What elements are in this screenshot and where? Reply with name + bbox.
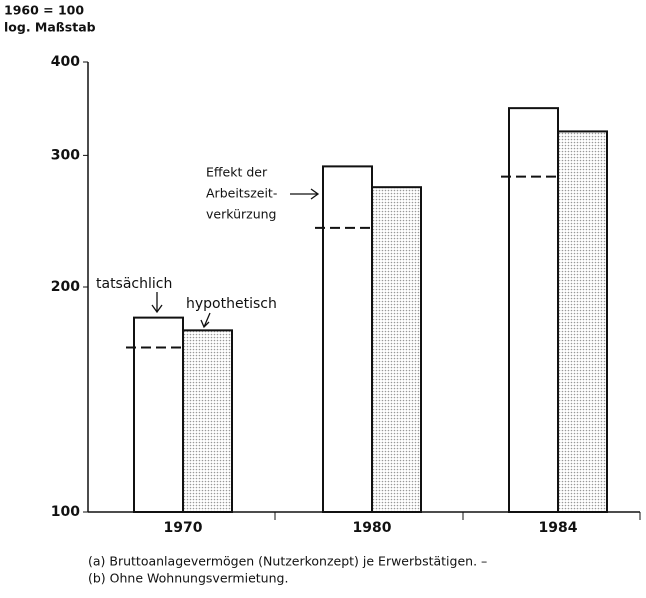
arrow <box>290 188 320 200</box>
y-tick-label: 400 <box>51 54 80 70</box>
y-scale-note: log. Maßstab <box>4 20 96 35</box>
y-unit: 1960 = 100 <box>4 3 84 18</box>
effect-label: Arbeitszeit- <box>206 186 277 201</box>
bar <box>322 165 373 513</box>
x-tick-label: 1980 <box>353 520 392 536</box>
y-tick-label: 200 <box>51 279 80 295</box>
footnote: (b) Ohne Wohnungsvermietung. <box>88 571 288 586</box>
bar <box>557 130 608 513</box>
bar <box>182 329 233 514</box>
arrow <box>200 312 211 329</box>
footnote: (a) Bruttoanlagevermögen (Nutzerkonzept)… <box>88 554 487 569</box>
series-label: tatsächlich <box>96 276 172 292</box>
effect-label: Effekt der <box>206 165 268 180</box>
bar <box>371 186 422 513</box>
bar <box>508 107 559 514</box>
y-tick-label: 300 <box>51 147 80 163</box>
x-tick-label: 1970 <box>164 520 203 536</box>
effect-label: verkürzung <box>206 207 276 222</box>
arrow <box>151 292 163 314</box>
x-tick-label: 1984 <box>539 520 578 536</box>
y-tick-label: 100 <box>51 504 80 520</box>
series-label: hypothetisch <box>186 296 277 312</box>
